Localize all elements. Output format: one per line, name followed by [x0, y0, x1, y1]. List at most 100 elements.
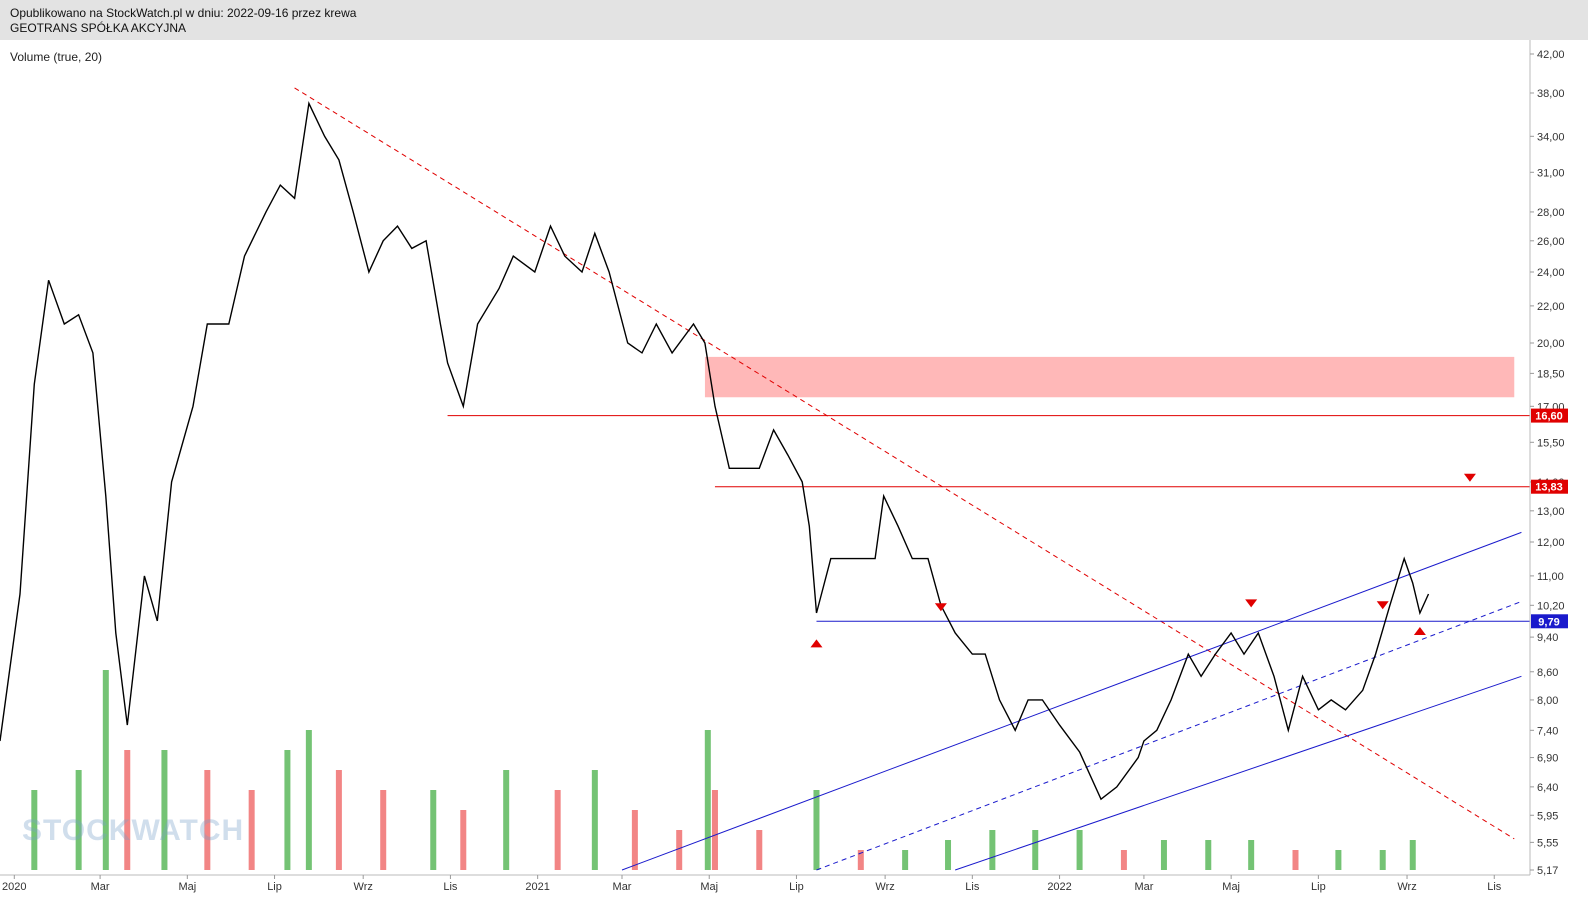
volume-bar — [631, 810, 638, 870]
y-tick-label: 9,40 — [1537, 632, 1558, 644]
y-tick-label: 5,17 — [1537, 865, 1558, 877]
volume-bar — [1205, 840, 1212, 870]
drawings-layer — [294, 87, 1530, 871]
volume-bar — [380, 790, 387, 870]
volume-bar — [284, 750, 291, 870]
publish-info: Opublikowano na StockWatch.pl w dniu: 20… — [10, 6, 357, 20]
volume-bar — [248, 790, 255, 870]
y-tick-label: 28,00 — [1537, 207, 1565, 219]
volume-bar — [75, 770, 82, 870]
x-tick-label: Maj — [178, 881, 196, 893]
y-tick-label: 26,00 — [1537, 236, 1565, 248]
y-tick-label: 5,95 — [1537, 810, 1558, 822]
volume-bar — [503, 770, 510, 870]
volume-bar — [756, 830, 763, 870]
header-bar: Opublikowano na StockWatch.pl w dniu: 20… — [0, 0, 1588, 40]
volume-bar — [711, 790, 718, 870]
signal-marker-down — [1463, 473, 1476, 482]
y-axis: 5,17 5,55 5,95 6,40 6,90 7,40 8,00 8,60 9,40 10,2… — [1530, 49, 1565, 877]
volume-bar — [204, 770, 211, 870]
volume-bar — [902, 850, 909, 870]
y-tick-label: 20,00 — [1537, 338, 1565, 350]
volume-bar — [31, 790, 38, 870]
volume-bar — [857, 850, 864, 870]
y-tick-label: 5,55 — [1537, 837, 1558, 849]
signal-marker-up — [810, 639, 823, 648]
volume-layer — [31, 670, 1416, 870]
level-badge-9,79 — [1531, 614, 1568, 629]
level-badge-13,83 — [1531, 479, 1568, 494]
x-tick-label: Lip — [1311, 881, 1326, 893]
y-tick-label: 22,00 — [1537, 301, 1565, 313]
y-tick-label: 6,90 — [1537, 753, 1558, 765]
volume-bar — [989, 830, 996, 870]
y-tick-label: 18,50 — [1537, 368, 1565, 380]
x-tick-label: 2021 — [525, 881, 549, 893]
price-badges: 16,60 13,83 9,79 — [1531, 408, 1568, 629]
y-tick-label: 10,20 — [1537, 600, 1565, 612]
volume-bar — [102, 670, 109, 870]
signal-marker-down — [1376, 601, 1389, 610]
x-tick-label: Lip — [789, 881, 804, 893]
volume-bar — [1292, 850, 1299, 870]
price-line — [0, 101, 1430, 801]
marker-layer — [810, 473, 1476, 648]
volume-bar — [1335, 850, 1342, 870]
x-tick-label: Wrz — [1397, 881, 1416, 893]
volume-bar — [676, 830, 683, 870]
y-tick-label: 8,60 — [1537, 667, 1558, 679]
indicator-label: Volume (true, 20) — [10, 50, 103, 64]
x-tick-label: 2020 — [2, 881, 26, 893]
volume-bar — [1076, 830, 1083, 870]
x-axis: 2020 Mar Maj Lip Wrz Lis 2021 Mar Maj Lip Wrz Lis 20… — [2, 875, 1502, 893]
level-badge-16,60 — [1531, 408, 1568, 423]
y-tick-label: 8,00 — [1537, 695, 1558, 707]
volume-bar — [124, 750, 131, 870]
y-tick-label: 13,00 — [1537, 506, 1565, 518]
volume-bar — [813, 790, 820, 870]
x-tick-label: Wrz — [875, 881, 894, 893]
volume-bar — [1409, 840, 1416, 870]
x-tick-label: Lip — [267, 881, 282, 893]
trend-line-3 — [816, 601, 1522, 871]
x-tick-label: 2022 — [1047, 881, 1071, 893]
volume-bar — [1120, 850, 1127, 870]
volume-bar — [430, 790, 437, 870]
x-tick-label: Wrz — [354, 881, 373, 893]
y-tick-label: 24,00 — [1537, 267, 1565, 279]
volume-bar — [554, 790, 561, 870]
trend-line-1 — [294, 87, 1515, 840]
y-tick-label: 7,40 — [1537, 725, 1558, 737]
volume-bar — [1032, 830, 1039, 870]
signal-marker-down — [934, 603, 947, 612]
trend-line-2 — [621, 531, 1522, 871]
x-tick-label: Maj — [1222, 881, 1240, 893]
watermark: STOCKWATCH — [22, 814, 245, 847]
y-tick-label: 31,00 — [1537, 167, 1565, 179]
y-tick-label: 11,00 — [1537, 571, 1564, 583]
trend-line-4 — [955, 675, 1522, 871]
x-tick-label: Mar — [91, 881, 110, 893]
level-badge-label: 13,83 — [1535, 482, 1563, 494]
x-tick-label: Mar — [613, 881, 632, 893]
y-tick-label: 38,00 — [1537, 88, 1565, 100]
volume-bar — [335, 770, 342, 870]
x-tick-label: Mar — [1134, 881, 1153, 893]
y-tick-label: 6,40 — [1537, 782, 1558, 794]
x-tick-label: Lis — [965, 881, 980, 893]
volume-bar — [305, 730, 312, 870]
level-badge-label: 9,79 — [1538, 616, 1559, 628]
volume-bar — [704, 730, 711, 870]
volume-bar — [1160, 840, 1167, 870]
y-tick-label: 12,00 — [1537, 537, 1565, 549]
x-tick-label: Lis — [443, 881, 458, 893]
volume-bar — [1248, 840, 1255, 870]
y-tick-label: 34,00 — [1537, 131, 1565, 143]
volume-bar — [1379, 850, 1386, 870]
x-tick-label: Maj — [700, 881, 718, 893]
price-layer — [0, 101, 1430, 801]
volume-bar — [945, 840, 952, 870]
signal-marker-up — [1413, 626, 1426, 635]
